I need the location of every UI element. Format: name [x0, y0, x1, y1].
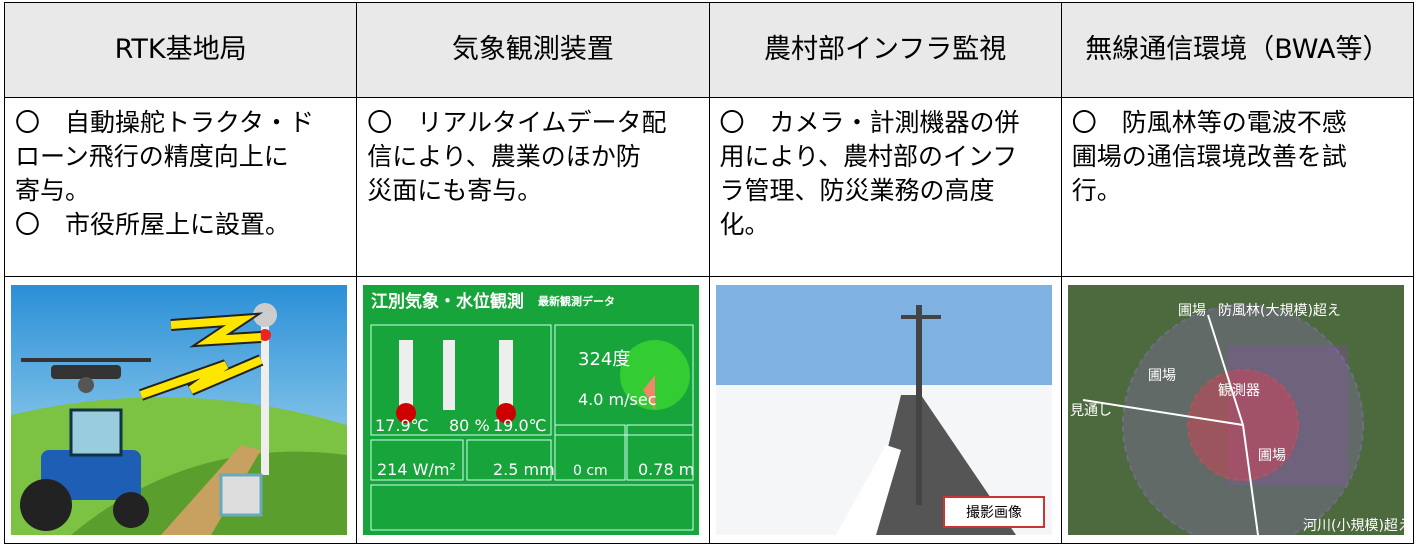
rtk-illustration: [11, 285, 347, 535]
cell-line: 〇 自動操舵トラクタ・ド: [15, 108, 315, 137]
cell-line: 〇 防風林等の電波不感: [1071, 108, 1347, 137]
text-cell: 〇 リアルタイムデータ配 信により、農業のほか防 災面にも寄与。: [356, 97, 710, 277]
map-label: 圃場: [1148, 368, 1176, 384]
dashboard-subtitle: 最新観測データ: [538, 294, 615, 308]
photo-caption: 撮影画像: [966, 504, 1022, 521]
cell-line: 化。: [719, 210, 770, 239]
reading: 80 %: [449, 416, 490, 435]
dashboard-title: 江別気象・水位観測: [371, 291, 524, 312]
reading: 2.5 mm: [493, 460, 555, 479]
cell-line: 信により、農業のほか防: [367, 142, 641, 171]
cell-line: 寄与。: [15, 176, 91, 205]
info-table: RTK基地局 気象観測装置 農村部インフラ監視 無線通信環境（BWA等） 〇 自動操舵…: [3, 2, 1415, 544]
header-cell: 無線通信環境（BWA等）: [1060, 2, 1415, 98]
text-cell: 〇 防風林等の電波不感 圃場の通信環境改善を試 行。: [1060, 97, 1415, 277]
map-label: 圃場: [1258, 448, 1286, 464]
cell-line: 災面にも寄与。: [367, 176, 543, 205]
reading: 0.78 m: [638, 460, 694, 479]
header-cell: RTK基地局: [3, 2, 358, 98]
map-label: 観測器: [1218, 382, 1260, 399]
map-label: 河川(小規模)超え: [1303, 518, 1404, 534]
cell-line: 行。: [1071, 176, 1122, 205]
cell-line: ローン飛行の精度向上に: [15, 142, 289, 171]
text-cell: 〇 カメラ・計測機器の併 用により、農村部のインフ ラ管理、防災業務の高度 化。: [708, 97, 1062, 277]
cell-line: 圃場の通信環境改善を試: [1071, 142, 1347, 171]
reading: 4.0 m/sec: [578, 390, 656, 409]
cell-line: 〇 カメラ・計測機器の併: [719, 108, 1020, 137]
reading: 324度: [578, 349, 630, 370]
cell-line: 〇 市役所屋上に設置。: [15, 210, 291, 239]
page: RTK基地局 気象観測装置 農村部インフラ監視 無線通信環境（BWA等） 〇 自動操舵…: [3, 2, 1415, 544]
map-label: 見通し: [1070, 403, 1112, 419]
reading: 214 W/m²: [377, 460, 456, 479]
map-label: 防風林(大規模)超え: [1218, 303, 1341, 319]
cell-line: ラ管理、防災業務の高度: [719, 176, 995, 205]
reading: 0 cm: [573, 463, 608, 479]
weather-dashboard: 江別気象・水位観測 最新観測データ 17.9℃ 80 % 19.0℃ 324度 4.0 m/…: [363, 285, 700, 535]
header-cell: 農村部インフラ監視: [708, 2, 1062, 98]
camera-photo: 撮影画像: [715, 285, 1052, 535]
cell-line: 用により、農村部のインフ: [719, 142, 1018, 171]
map-label: 圃場: [1178, 303, 1206, 319]
cell-line: 〇 リアルタイムデータ配: [367, 108, 667, 137]
reading: 17.9℃: [375, 416, 429, 435]
text-cell: 〇 自動操舵トラクタ・ド ローン飛行の精度向上に 寄与。〇 市役所屋上に設置。: [3, 97, 358, 277]
reading: 19.0℃: [493, 416, 547, 435]
header-cell: 気象観測装置: [356, 2, 710, 98]
